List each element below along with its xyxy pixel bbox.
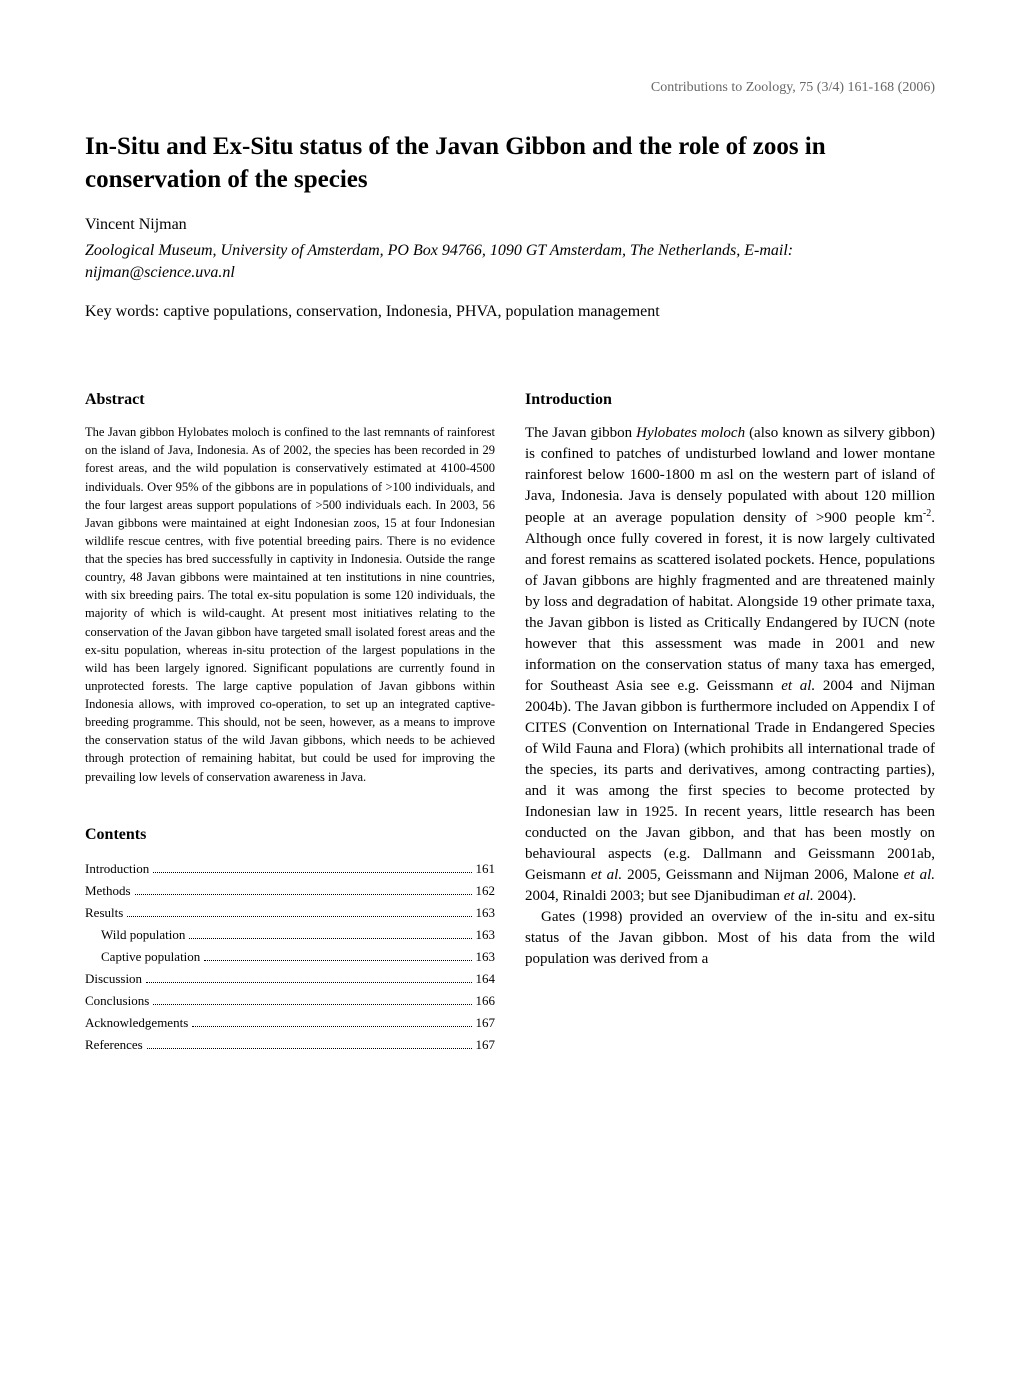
abstract-heading: Abstract <box>85 391 495 409</box>
toc-row: Introduction 161 <box>85 858 495 880</box>
toc-label: Discussion <box>85 968 142 990</box>
toc-label: Methods <box>85 880 131 902</box>
toc-row: Methods 162 <box>85 880 495 902</box>
toc-row: Acknowledgements 167 <box>85 1012 495 1034</box>
toc-leader-dots <box>147 1048 472 1049</box>
contents-heading: Contents <box>85 826 495 844</box>
toc-leader-dots <box>153 872 471 873</box>
toc-page-number: 167 <box>476 1034 496 1056</box>
toc-page-number: 163 <box>476 924 496 946</box>
et-al: et al. <box>591 867 622 883</box>
keywords: Key words: captive populations, conserva… <box>85 303 935 321</box>
two-column-layout: Abstract The Javan gibbon Hylobates molo… <box>85 391 935 1056</box>
intro-paragraph-1: The Javan gibbon Hylobates moloch (also … <box>525 423 935 907</box>
toc-label: Results <box>85 902 123 924</box>
introduction-body: The Javan gibbon Hylobates moloch (also … <box>525 423 935 970</box>
toc-page-number: 164 <box>476 968 496 990</box>
intro-text-run: 2004 and Nijman 2004b). The Javan gibbon… <box>525 678 935 883</box>
toc-row: References 167 <box>85 1034 495 1056</box>
right-column: Introduction The Javan gibbon Hylobates … <box>525 391 935 1056</box>
intro-text-run: The Javan gibbon <box>525 425 636 441</box>
toc-label: References <box>85 1034 143 1056</box>
toc-leader-dots <box>192 1026 471 1027</box>
superscript-exponent: -2 <box>923 508 931 519</box>
toc-label: Captive population <box>85 946 200 968</box>
author-affiliation: Zoological Museum, University of Amsterd… <box>85 240 935 283</box>
author-name: Vincent Nijman <box>85 216 935 234</box>
toc-page-number: 166 <box>476 990 496 1012</box>
species-name: Hylobates moloch <box>636 425 745 441</box>
intro-text-run: 2004). <box>814 888 857 904</box>
toc-leader-dots <box>153 1004 471 1005</box>
journal-header: Contributions to Zoology, 75 (3/4) 161-1… <box>85 80 935 96</box>
intro-text-run: 2005, Geissmann and Nijman 2006, Malone <box>622 867 904 883</box>
introduction-heading: Introduction <box>525 391 935 409</box>
toc-row: Captive population 163 <box>85 946 495 968</box>
toc-label: Introduction <box>85 858 149 880</box>
toc-leader-dots <box>189 938 471 939</box>
toc-page-number: 167 <box>476 1012 496 1034</box>
toc-row: Wild population 163 <box>85 924 495 946</box>
toc-row: Discussion 164 <box>85 968 495 990</box>
et-al: et al. <box>784 888 814 904</box>
intro-text-run: . Although once fully covered in forest,… <box>525 510 935 694</box>
toc-page-number: 163 <box>476 902 496 924</box>
table-of-contents: Introduction161Methods162Results163Wild … <box>85 858 495 1057</box>
toc-leader-dots <box>135 894 472 895</box>
toc-row: Results 163 <box>85 902 495 924</box>
left-column: Abstract The Javan gibbon Hylobates molo… <box>85 391 495 1056</box>
article-title: In-Situ and Ex-Situ status of the Javan … <box>85 131 935 196</box>
toc-label: Conclusions <box>85 990 149 1012</box>
toc-leader-dots <box>146 982 471 983</box>
toc-page-number: 163 <box>476 946 496 968</box>
toc-leader-dots <box>204 960 471 961</box>
toc-label: Acknowledgements <box>85 1012 188 1034</box>
intro-paragraph-2: Gates (1998) provided an overview of the… <box>525 907 935 970</box>
toc-label: Wild population <box>85 924 185 946</box>
et-al: et al. <box>904 867 935 883</box>
toc-page-number: 161 <box>476 858 496 880</box>
toc-page-number: 162 <box>476 880 496 902</box>
abstract-text: The Javan gibbon Hylobates moloch is con… <box>85 423 495 786</box>
et-al: et al. <box>781 678 815 694</box>
intro-text-run: 2004, Rinaldi 2003; but see Djanibudiman <box>525 888 784 904</box>
toc-leader-dots <box>127 916 471 917</box>
toc-row: Conclusions 166 <box>85 990 495 1012</box>
